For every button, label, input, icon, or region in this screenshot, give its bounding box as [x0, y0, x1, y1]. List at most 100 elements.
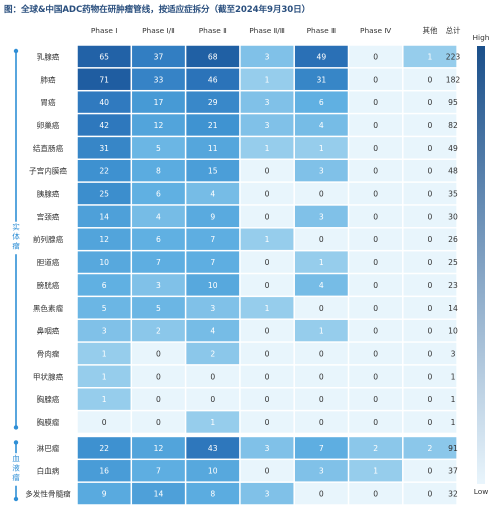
heat-cell	[349, 182, 403, 205]
heat-cell	[186, 319, 240, 342]
cell-value: 0	[265, 281, 270, 290]
heat-cell	[77, 411, 131, 433]
cell-value: 0	[319, 190, 324, 199]
cell-value: 0	[265, 327, 270, 336]
cell-value: 0	[373, 167, 378, 176]
row-label: 结直肠癌	[33, 143, 64, 153]
cell-value: 0	[373, 327, 378, 336]
heat-cell	[349, 137, 403, 159]
heat-cell	[349, 482, 403, 505]
heat-cell	[132, 68, 185, 90]
heat-cell	[349, 68, 403, 90]
row-label: 胸腺癌	[37, 394, 60, 404]
group-bracket-dot	[13, 48, 19, 54]
cell-value: 2	[373, 444, 378, 453]
heat-cell	[403, 411, 457, 433]
cell-value: 14	[154, 490, 164, 499]
cell-value: 0	[156, 372, 161, 381]
heat-cell	[294, 68, 348, 90]
heat-cell	[132, 297, 185, 319]
heat-cell	[186, 251, 240, 273]
cell-value: 7	[210, 258, 215, 267]
cell-value: 2	[428, 444, 433, 453]
cell-value: 0	[265, 258, 270, 267]
cell-value: 14	[99, 212, 109, 221]
heat-cell	[240, 45, 294, 68]
row-total: 223	[446, 52, 461, 61]
heat-cell	[240, 297, 294, 319]
cell-value: 0	[373, 281, 378, 290]
row-label: 胆道癌	[37, 257, 60, 267]
row-label: 淋巴瘤	[37, 443, 60, 453]
heat-cell	[403, 114, 457, 136]
heat-cell	[77, 45, 131, 68]
heat-cell	[186, 460, 240, 482]
cell-value: 8	[156, 167, 161, 176]
heat-cell	[186, 45, 240, 68]
cell-value: 3	[102, 327, 107, 336]
heat-cell	[294, 482, 348, 505]
cell-value: 0	[156, 395, 161, 404]
heat-cell	[132, 365, 185, 387]
column-header: Phase Ⅳ	[360, 26, 391, 35]
cell-value: 0	[428, 490, 433, 499]
cell-value: 5	[156, 144, 161, 153]
group-label: 实体瘤	[12, 222, 20, 251]
heat-cell	[294, 460, 348, 482]
cell-value: 37	[154, 52, 164, 61]
heat-cell	[403, 460, 457, 482]
heat-cell	[240, 388, 294, 410]
row-total: 1	[451, 418, 456, 427]
cell-value: 15	[208, 167, 218, 176]
heat-cell	[294, 411, 348, 433]
heat-cell	[403, 68, 457, 90]
heat-cell	[349, 228, 403, 250]
row-total: 10	[448, 327, 458, 336]
cell-value: 31	[99, 144, 109, 153]
cell-value: 6	[156, 235, 161, 244]
heat-cell	[294, 205, 348, 228]
cell-value: 0	[428, 258, 433, 267]
heat-cell	[294, 45, 348, 68]
row-label: 胰腺癌	[37, 189, 60, 199]
cell-value: 0	[210, 395, 215, 404]
cell-value: 0	[373, 212, 378, 221]
heat-cell	[349, 319, 403, 342]
cell-value: 3	[265, 121, 270, 130]
cell-value: 1	[428, 52, 433, 61]
cell-value: 6	[156, 190, 161, 199]
cell-value: 0	[428, 98, 433, 107]
heat-cell	[132, 342, 185, 365]
row-total: 1	[451, 372, 456, 381]
row-total: 37	[448, 467, 458, 476]
cell-value: 0	[428, 304, 433, 313]
cell-value: 0	[373, 190, 378, 199]
heat-cell	[294, 228, 348, 250]
legend-low-label: Low	[474, 487, 489, 496]
cell-value: 0	[428, 167, 433, 176]
heat-cell	[240, 251, 294, 273]
cell-value: 0	[373, 52, 378, 61]
heat-cell	[403, 251, 457, 273]
cell-value: 0	[373, 144, 378, 153]
cell-value: 0	[210, 372, 215, 381]
heat-cell	[403, 228, 457, 250]
row-label: 子宫内膜癌	[29, 166, 67, 176]
cell-value: 3	[319, 167, 324, 176]
cell-value: 3	[265, 52, 270, 61]
heat-cell	[77, 251, 131, 273]
heat-cell	[349, 45, 403, 68]
cell-value: 0	[265, 167, 270, 176]
heat-cell	[186, 342, 240, 365]
cell-value: 0	[102, 418, 107, 427]
column-header: Phase Ⅰ/Ⅱ	[142, 26, 175, 35]
heat-cell	[132, 91, 185, 113]
heat-cell	[77, 91, 131, 113]
heat-cell	[77, 460, 131, 482]
cell-value: 5	[102, 304, 107, 313]
heat-cell	[349, 205, 403, 228]
cell-value: 0	[373, 258, 378, 267]
cell-value: 49	[317, 52, 327, 61]
heat-cell	[294, 437, 348, 459]
heat-cell	[403, 45, 457, 68]
